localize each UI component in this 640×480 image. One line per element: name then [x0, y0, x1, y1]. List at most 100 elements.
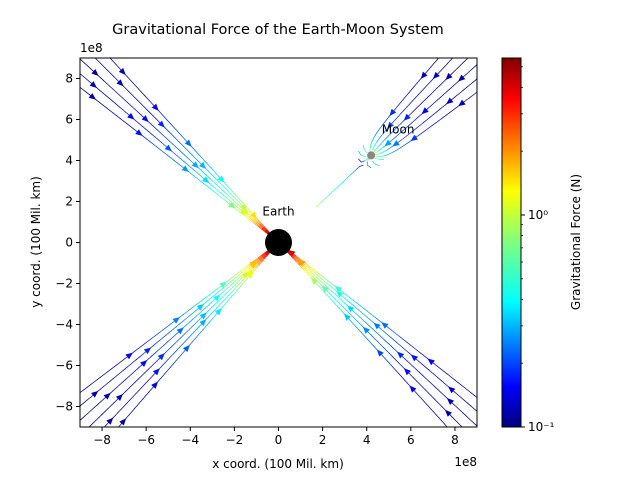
streamline-segment	[406, 103, 411, 108]
streamline-segment	[253, 267, 257, 272]
streamline-segment	[99, 77, 104, 81]
streamline-segment	[209, 172, 214, 177]
streamline-segment	[433, 363, 438, 367]
streamline-segment	[115, 63, 120, 68]
streamline-segment	[332, 296, 337, 300]
streamline-segment	[176, 139, 181, 144]
streamline-segment	[251, 220, 256, 225]
streamline-segment	[450, 376, 455, 380]
streamline-segment	[115, 411, 119, 416]
streamline-segment	[167, 366, 171, 371]
stream-arrow	[176, 327, 184, 335]
streamline-segment	[431, 383, 436, 388]
streamline-segment	[435, 120, 440, 124]
streamline-segment	[101, 411, 106, 415]
streamline-segment	[434, 386, 439, 391]
streamline-segment	[103, 383, 108, 387]
streamline-segment	[185, 309, 190, 313]
x-tick-label: −8	[93, 433, 111, 447]
streamline-segment	[129, 396, 134, 401]
streamline-segment	[144, 380, 148, 385]
streamline-segment	[441, 380, 446, 384]
streamline-segment	[185, 315, 190, 320]
streamline-segment	[254, 263, 259, 268]
streamline-segment	[470, 405, 475, 409]
x-tick-label: 6	[407, 433, 415, 447]
chart-title: Gravitational Force of the Earth-Moon Sy…	[112, 22, 444, 38]
streamline-segment	[106, 107, 111, 111]
streamline-segment	[170, 133, 175, 138]
streamline-segment	[421, 99, 426, 104]
streamline-segment	[146, 138, 151, 143]
streamline-segment	[397, 102, 402, 106]
streamline-segment	[203, 172, 208, 177]
streamline-segment	[204, 160, 208, 165]
streamline-segment	[423, 85, 428, 89]
streamline-segment	[189, 318, 194, 323]
streamline-segment	[246, 207, 251, 212]
streamline-segment	[344, 308, 349, 312]
streamline-segment	[406, 360, 411, 365]
streamline-segment	[119, 381, 124, 386]
streamline-segment	[95, 99, 101, 103]
streamline-segment	[462, 45, 465, 48]
streamline-segment	[80, 58, 82, 61]
streamline-segment	[116, 115, 121, 119]
streamline-segment	[218, 288, 223, 292]
streamline-segment	[457, 394, 462, 398]
streamline-segment	[98, 414, 103, 418]
stream-arrow	[410, 354, 419, 362]
streamline-segment	[375, 145, 380, 150]
streamline-segment	[193, 169, 198, 174]
streamline-segment	[185, 148, 190, 153]
streamline-segment	[244, 215, 249, 219]
streamline-segment	[153, 126, 158, 130]
streamline-segment	[163, 152, 168, 156]
streamline-segment	[369, 341, 374, 346]
streamline-segment	[216, 286, 221, 290]
streamline-segment	[112, 431, 115, 434]
streamline-segment	[243, 265, 249, 269]
streamline-segment	[385, 148, 390, 152]
streamline-segment	[331, 291, 336, 295]
streamline-segment	[386, 350, 390, 355]
streamline-segment	[310, 269, 315, 274]
streamline-segment	[150, 374, 154, 379]
streamline-segment	[358, 329, 363, 334]
streamline-segment	[122, 120, 128, 124]
streamline-segment	[453, 55, 456, 58]
streamline-segment	[318, 273, 324, 277]
streamline-segment	[153, 360, 158, 365]
streamline-segment	[426, 404, 431, 409]
streamline-segment	[355, 326, 360, 331]
streamline-segment	[208, 307, 212, 312]
streamline-segment	[156, 146, 161, 151]
streamline-segment	[210, 189, 215, 193]
streamline-segment	[223, 194, 228, 199]
streamline-segment	[425, 389, 429, 394]
streamline-segment	[162, 334, 167, 339]
streamline-segment	[80, 73, 84, 77]
streamline-segment	[403, 357, 408, 362]
streamline-segment	[125, 387, 130, 392]
streamline-segment	[372, 315, 378, 320]
streamline-segment	[256, 259, 261, 264]
streamline-segment	[429, 114, 434, 118]
streamline-segment	[192, 322, 197, 326]
streamline-segment	[359, 317, 364, 321]
streamline-segment	[219, 186, 223, 191]
streamline-segment	[122, 109, 127, 113]
streamline-segment	[226, 197, 231, 202]
streamline-segment	[470, 392, 475, 396]
streamline-segment	[263, 226, 267, 231]
streamline-segment	[149, 101, 154, 106]
streamline-segment	[121, 97, 126, 102]
streamline-segment	[219, 192, 224, 196]
streamline-segment	[154, 136, 159, 141]
streamline-segment	[431, 371, 436, 376]
streamline-segment	[393, 331, 398, 335]
streamline-segment	[161, 373, 166, 377]
streamline-segment	[172, 326, 177, 330]
streamline-segment	[80, 418, 82, 421]
streamline-segment	[113, 363, 119, 368]
